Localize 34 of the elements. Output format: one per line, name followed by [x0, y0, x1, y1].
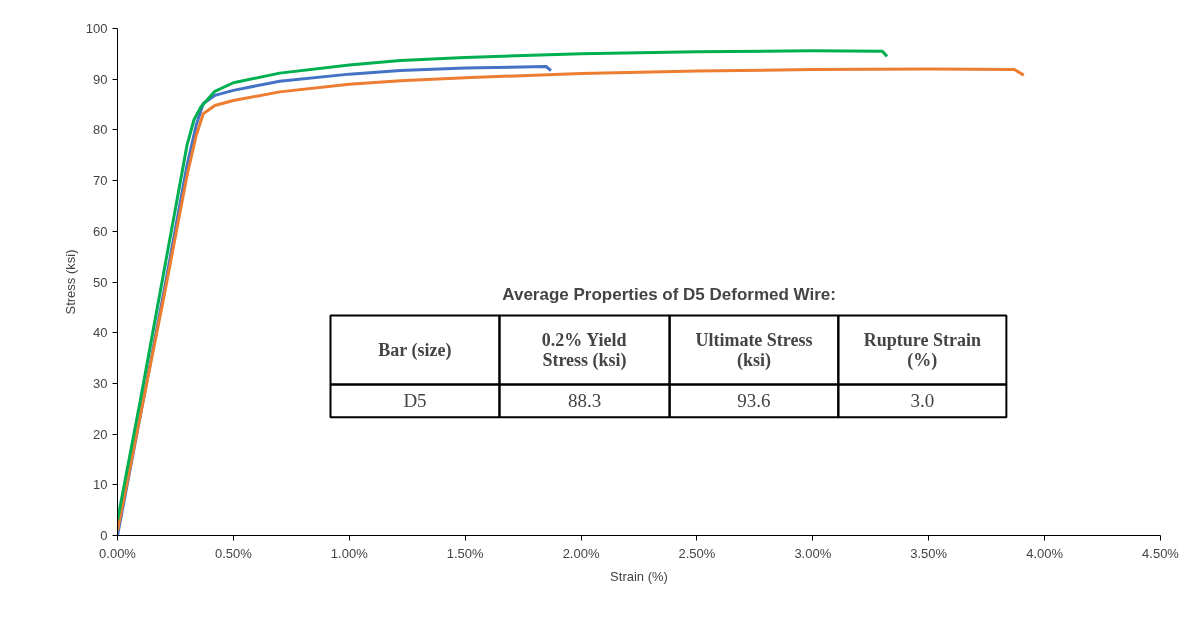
y-tick-label: 50	[93, 274, 108, 290]
y-tick-label: 0	[100, 528, 108, 543]
x-tick-label: 0.00%	[99, 545, 137, 561]
x-tick-label: 4.00%	[1026, 545, 1064, 561]
x-tick-label: 3.50%	[910, 545, 948, 561]
y-axis-title: Stress (ksi)	[542, 349, 627, 371]
x-tick-label: 3.00%	[794, 545, 832, 561]
y-tick-label: 60	[93, 223, 108, 239]
annotation: Ultimate Stress (ksi)	[695, 329, 813, 371]
annotation: 88.3	[567, 390, 602, 412]
x-tick-label: 4.50%	[1142, 545, 1180, 561]
x-tick-label: 0.50%	[214, 545, 253, 561]
x-axis-title: Strain (%)	[610, 568, 668, 584]
x-tick-label: 1.50%	[446, 545, 485, 561]
text: 0.2% Yield	[541, 329, 627, 350]
x-tick-label: 1.00%	[330, 545, 369, 561]
y-tick-label: 90	[93, 71, 108, 87]
y-tick-label: 10	[93, 477, 108, 493]
y-tick-label: 100	[85, 21, 108, 36]
annotation: Average Properties of D5 Deformed Wire:	[502, 285, 836, 305]
line-series	[117, 67, 1026, 532]
annotation: Bar (size)	[378, 339, 452, 361]
annotation: 3.0	[910, 390, 935, 412]
x-tick-label: 2.50%	[678, 545, 716, 561]
y-tick-label: 80	[93, 122, 108, 138]
y-tick-label: 20	[93, 426, 108, 442]
y-tick-label: 70	[93, 173, 108, 189]
x-tick-label: 2.00%	[562, 545, 600, 561]
y-tick-label: 30	[93, 375, 108, 391]
y-tick-label: 40	[93, 325, 108, 341]
text: Stress (ksi)	[62, 249, 78, 315]
annotation: 93.6	[737, 390, 771, 412]
annotation: Rupture Strain (%)	[863, 329, 981, 371]
annotation: D5	[403, 390, 427, 412]
